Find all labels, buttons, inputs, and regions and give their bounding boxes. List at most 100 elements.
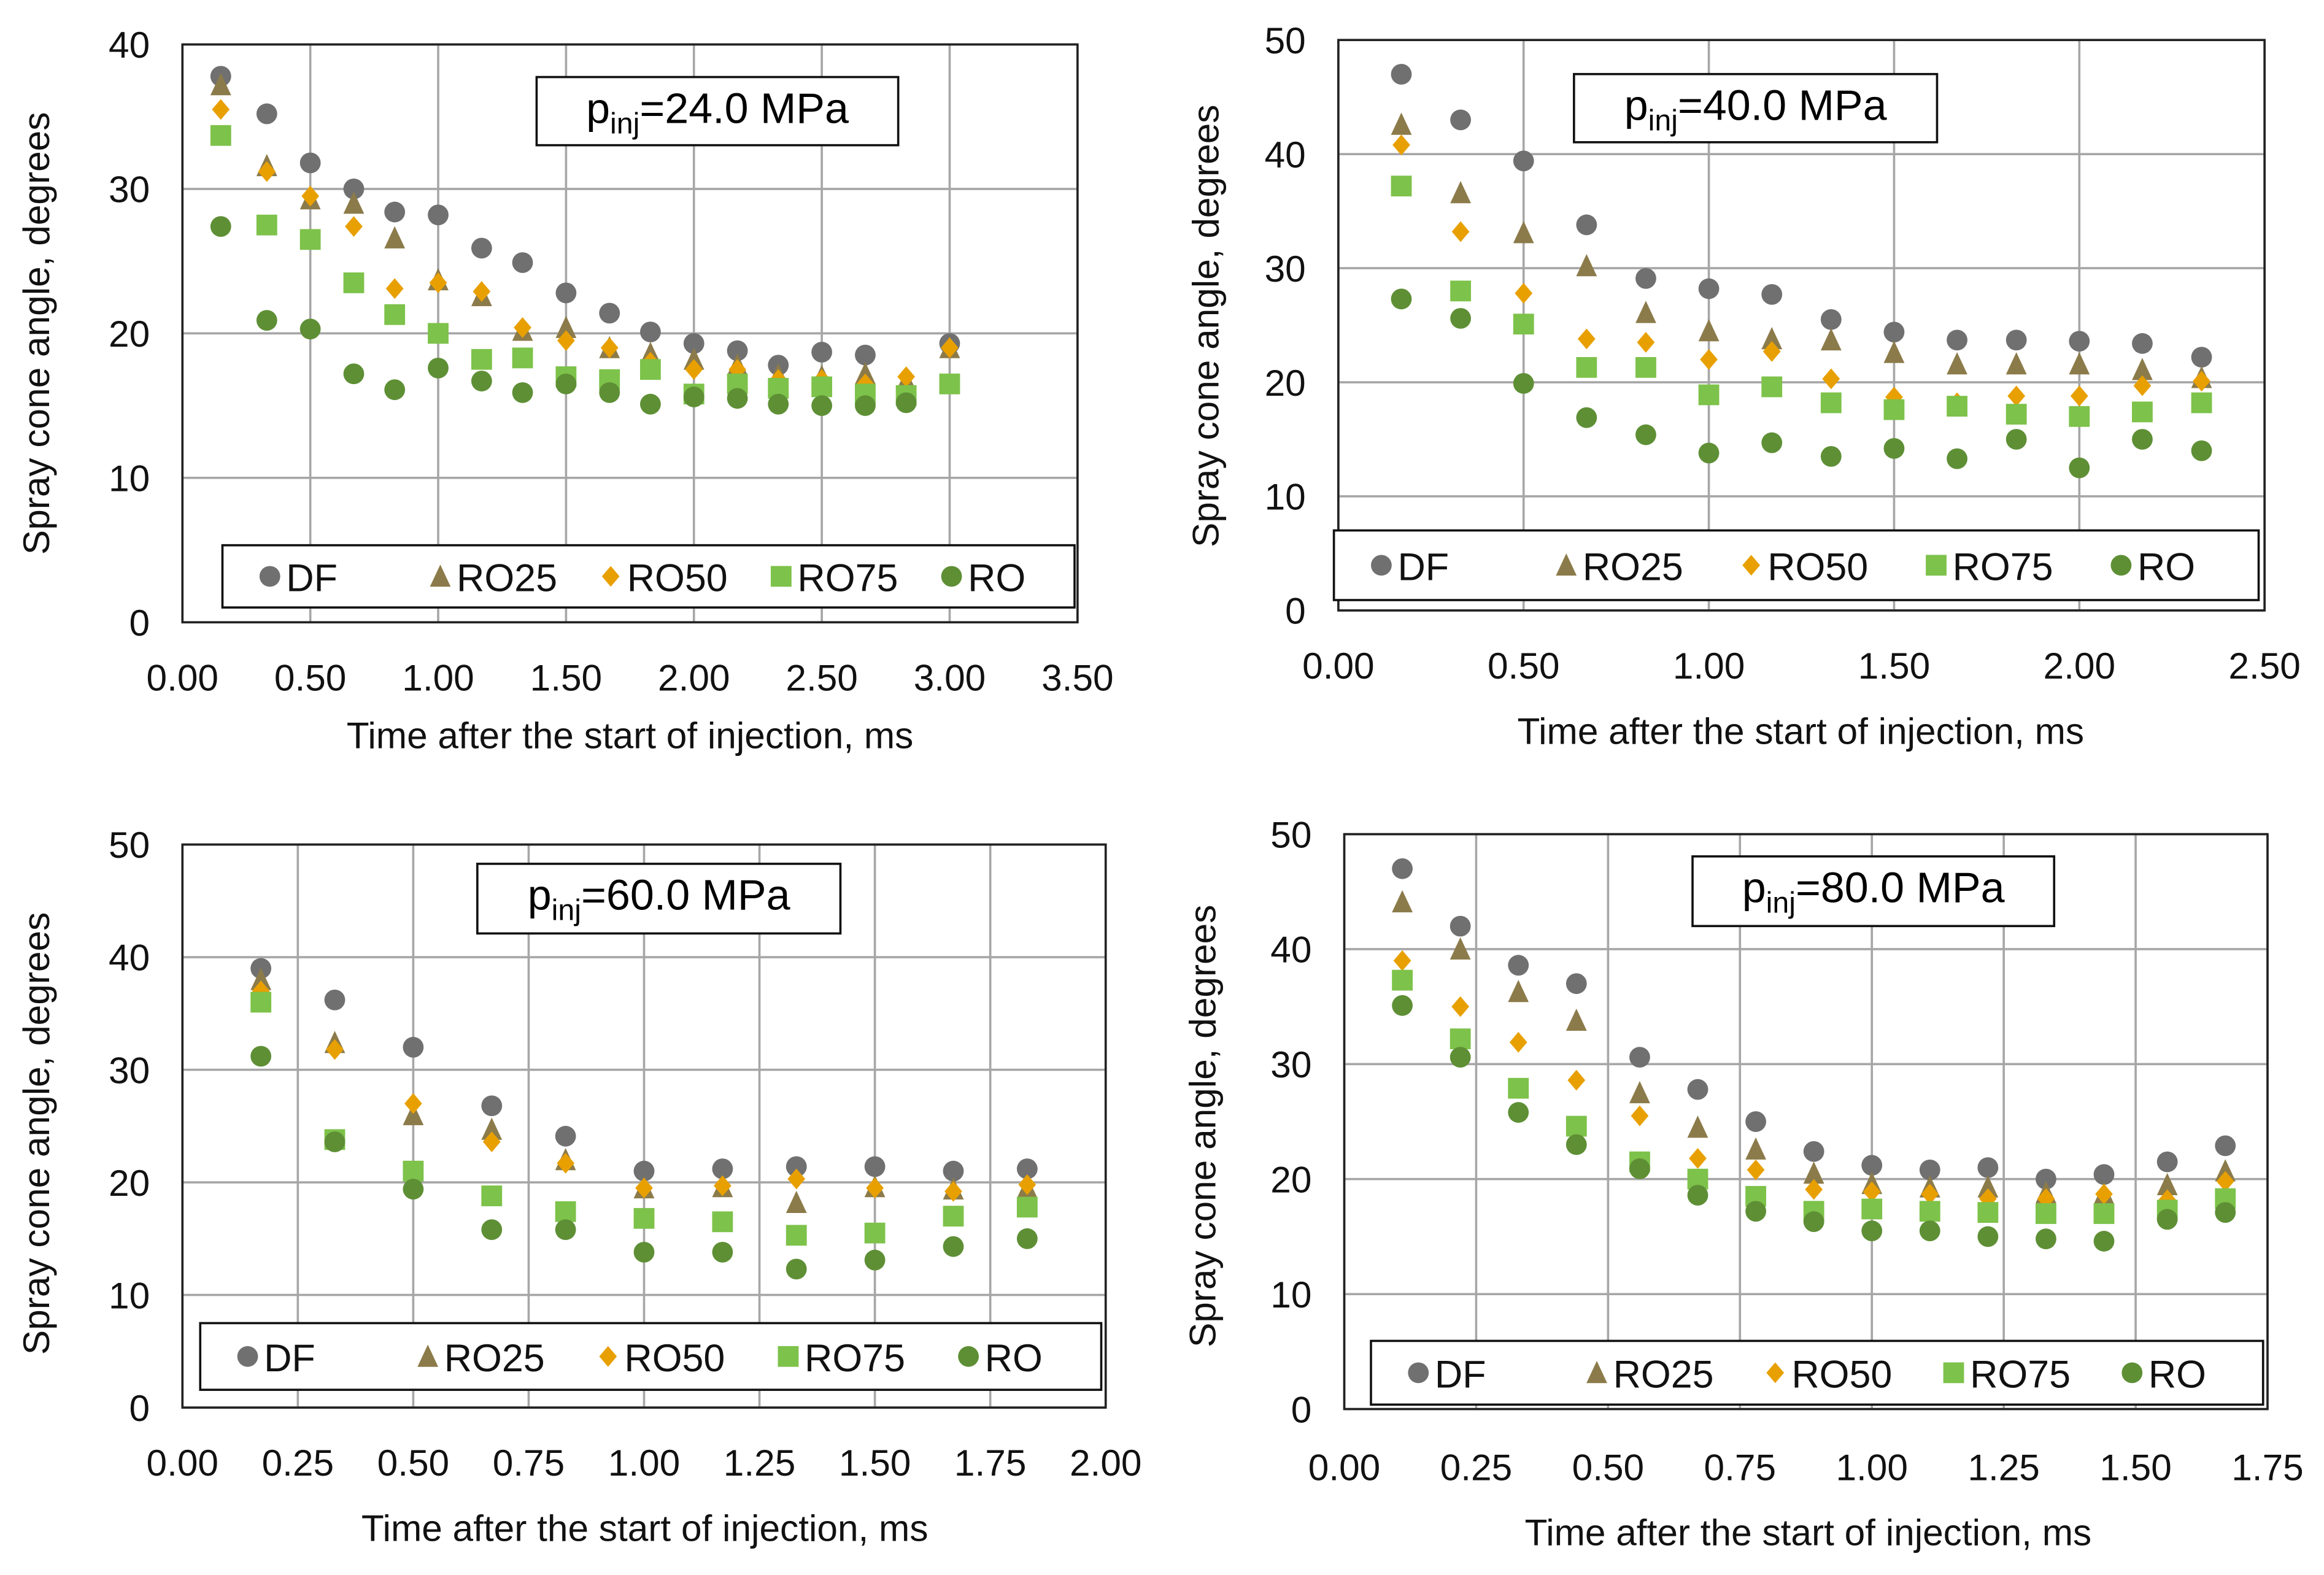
- data-point-RO75: [1947, 396, 1967, 417]
- data-point-RO: [210, 216, 231, 237]
- data-point-RO50: [557, 1152, 574, 1174]
- data-point-RO50: [1392, 134, 1410, 156]
- legend-marker-RO75: [1943, 1362, 1964, 1384]
- data-point-RO50: [2216, 1171, 2234, 1192]
- data-point-RO: [512, 382, 533, 403]
- legend-item-RO75: RO75: [770, 557, 898, 600]
- title-suffix: =24.0 MPa: [639, 84, 849, 132]
- x-tick-label: 1.25: [1967, 1446, 2039, 1488]
- legend-box: [221, 544, 1076, 609]
- data-point-RO: [727, 388, 748, 409]
- data-point-RO50: [1577, 328, 1596, 350]
- data-point-RO25: [786, 1190, 807, 1214]
- data-point-RO: [256, 310, 277, 331]
- x-axis-label: Time after the start of injection, ms: [1525, 1512, 2092, 1554]
- data-point-DF: [481, 1095, 503, 1117]
- legend-marker-RO25: [430, 564, 451, 587]
- x-tick-label: 0.50: [1572, 1446, 1644, 1488]
- data-point-RO50: [1393, 950, 1411, 971]
- x-tick-label: 2.50: [2228, 645, 2300, 687]
- data-point-RO25: [343, 191, 365, 214]
- legend-item-DF: DF: [259, 557, 338, 600]
- data-point-RO50: [473, 281, 491, 302]
- data-point-RO: [1635, 424, 1656, 445]
- data-point-DF: [2215, 1135, 2236, 1157]
- data-point-DF: [1576, 214, 1597, 236]
- data-point-DF: [555, 282, 577, 304]
- data-point-RO: [2156, 1209, 2178, 1230]
- data-point-DF: [403, 1036, 424, 1058]
- legend-marker-RO25: [1586, 1361, 1607, 1384]
- data-point-RO: [2006, 429, 2027, 450]
- data-point-RO50: [1567, 1069, 1586, 1091]
- data-point-RO50: [1762, 341, 1781, 362]
- data-point-RO50: [212, 99, 230, 120]
- data-point-DF: [855, 344, 876, 366]
- data-point-RO25: [403, 1103, 424, 1125]
- data-point-RO25: [1513, 221, 1534, 244]
- legend-marker-RO25: [417, 1344, 439, 1367]
- data-point-RO75: [2069, 406, 2090, 427]
- legend-label: RO75: [1970, 1354, 2071, 1396]
- x-tick-label: 1.25: [724, 1442, 795, 1484]
- data-point-DF: [1947, 329, 1967, 351]
- y-tick-label: 20: [1270, 1158, 1311, 1200]
- series-RO75: [1392, 969, 2236, 1224]
- y-tick-label: 20: [109, 313, 150, 355]
- x-tick-label: 1.50: [530, 657, 602, 698]
- x-tick-label: 1.00: [608, 1442, 680, 1484]
- data-point-RO: [2191, 440, 2212, 461]
- data-point-DF: [864, 1156, 886, 1177]
- legend: DF RO25 RO50 RO75 RO: [1370, 1339, 2264, 1406]
- x-tick-label: 1.50: [1858, 645, 1930, 687]
- legend-label: RO25: [457, 557, 557, 600]
- data-point-DF: [2093, 1164, 2115, 1185]
- data-point-RO: [811, 395, 833, 416]
- legend-label: DF: [286, 557, 338, 600]
- data-point-RO: [639, 393, 661, 415]
- data-point-DF: [639, 322, 661, 342]
- chart-panel-2: 0.00 0.50 1.00 1.50 2.00 2.50 0 10 20 30 40 50 Time …: [1184, 20, 2301, 752]
- data-point-RO25: [2069, 352, 2090, 375]
- data-point-DF: [343, 178, 365, 199]
- data-point-DF: [712, 1158, 733, 1179]
- data-point-DF: [256, 103, 277, 125]
- y-axis-label: Spray cone angle, degrees: [15, 912, 57, 1355]
- series-DF: [210, 66, 960, 376]
- series-RO: [1392, 995, 2236, 1252]
- legend-item-RO: RO: [958, 1337, 1043, 1380]
- legend-marker-DF: [237, 1346, 258, 1367]
- data-point-RO75: [250, 992, 272, 1013]
- data-point-RO50: [866, 1177, 884, 1199]
- x-tick-label: 0.75: [1704, 1446, 1776, 1488]
- legend-marker-RO75: [778, 1346, 799, 1367]
- data-point-DF: [811, 342, 833, 363]
- data-point-DF: [1687, 1079, 1708, 1100]
- data-point-DF: [2156, 1151, 2178, 1173]
- y-axis-label: Spray cone angle, degrees: [1184, 105, 1226, 547]
- data-point-DF: [683, 333, 705, 354]
- series-RO: [250, 1046, 1038, 1280]
- data-point-DF: [1629, 1047, 1650, 1068]
- x-tick-label: 0.00: [1308, 1446, 1380, 1488]
- data-point-DF: [428, 204, 449, 226]
- data-point-RO: [895, 392, 917, 414]
- data-point-RO75: [2036, 1203, 2056, 1224]
- x-tick-label: 0.50: [377, 1442, 449, 1484]
- legend-label: RO: [968, 557, 1025, 600]
- data-point-DF: [471, 237, 492, 259]
- data-point-RO50: [1863, 1181, 1881, 1203]
- data-point-RO: [1513, 372, 1534, 394]
- data-point-RO75: [481, 1185, 503, 1206]
- data-point-RO50: [1805, 1179, 1823, 1200]
- x-tick-label: 3.50: [1041, 657, 1113, 698]
- data-point-RO: [1761, 432, 1783, 453]
- data-point-RO25: [2156, 1173, 2178, 1196]
- data-point-RO25: [1820, 328, 1842, 351]
- legend-item-DF: DF: [237, 1337, 315, 1380]
- x-tick-label: 0.00: [1302, 645, 1374, 687]
- legend-item-RO75: RO75: [1926, 545, 2053, 588]
- x-tick-label: 0.25: [1440, 1446, 1512, 1488]
- data-point-RO25: [1698, 319, 1720, 342]
- data-point-RO50: [2070, 385, 2088, 407]
